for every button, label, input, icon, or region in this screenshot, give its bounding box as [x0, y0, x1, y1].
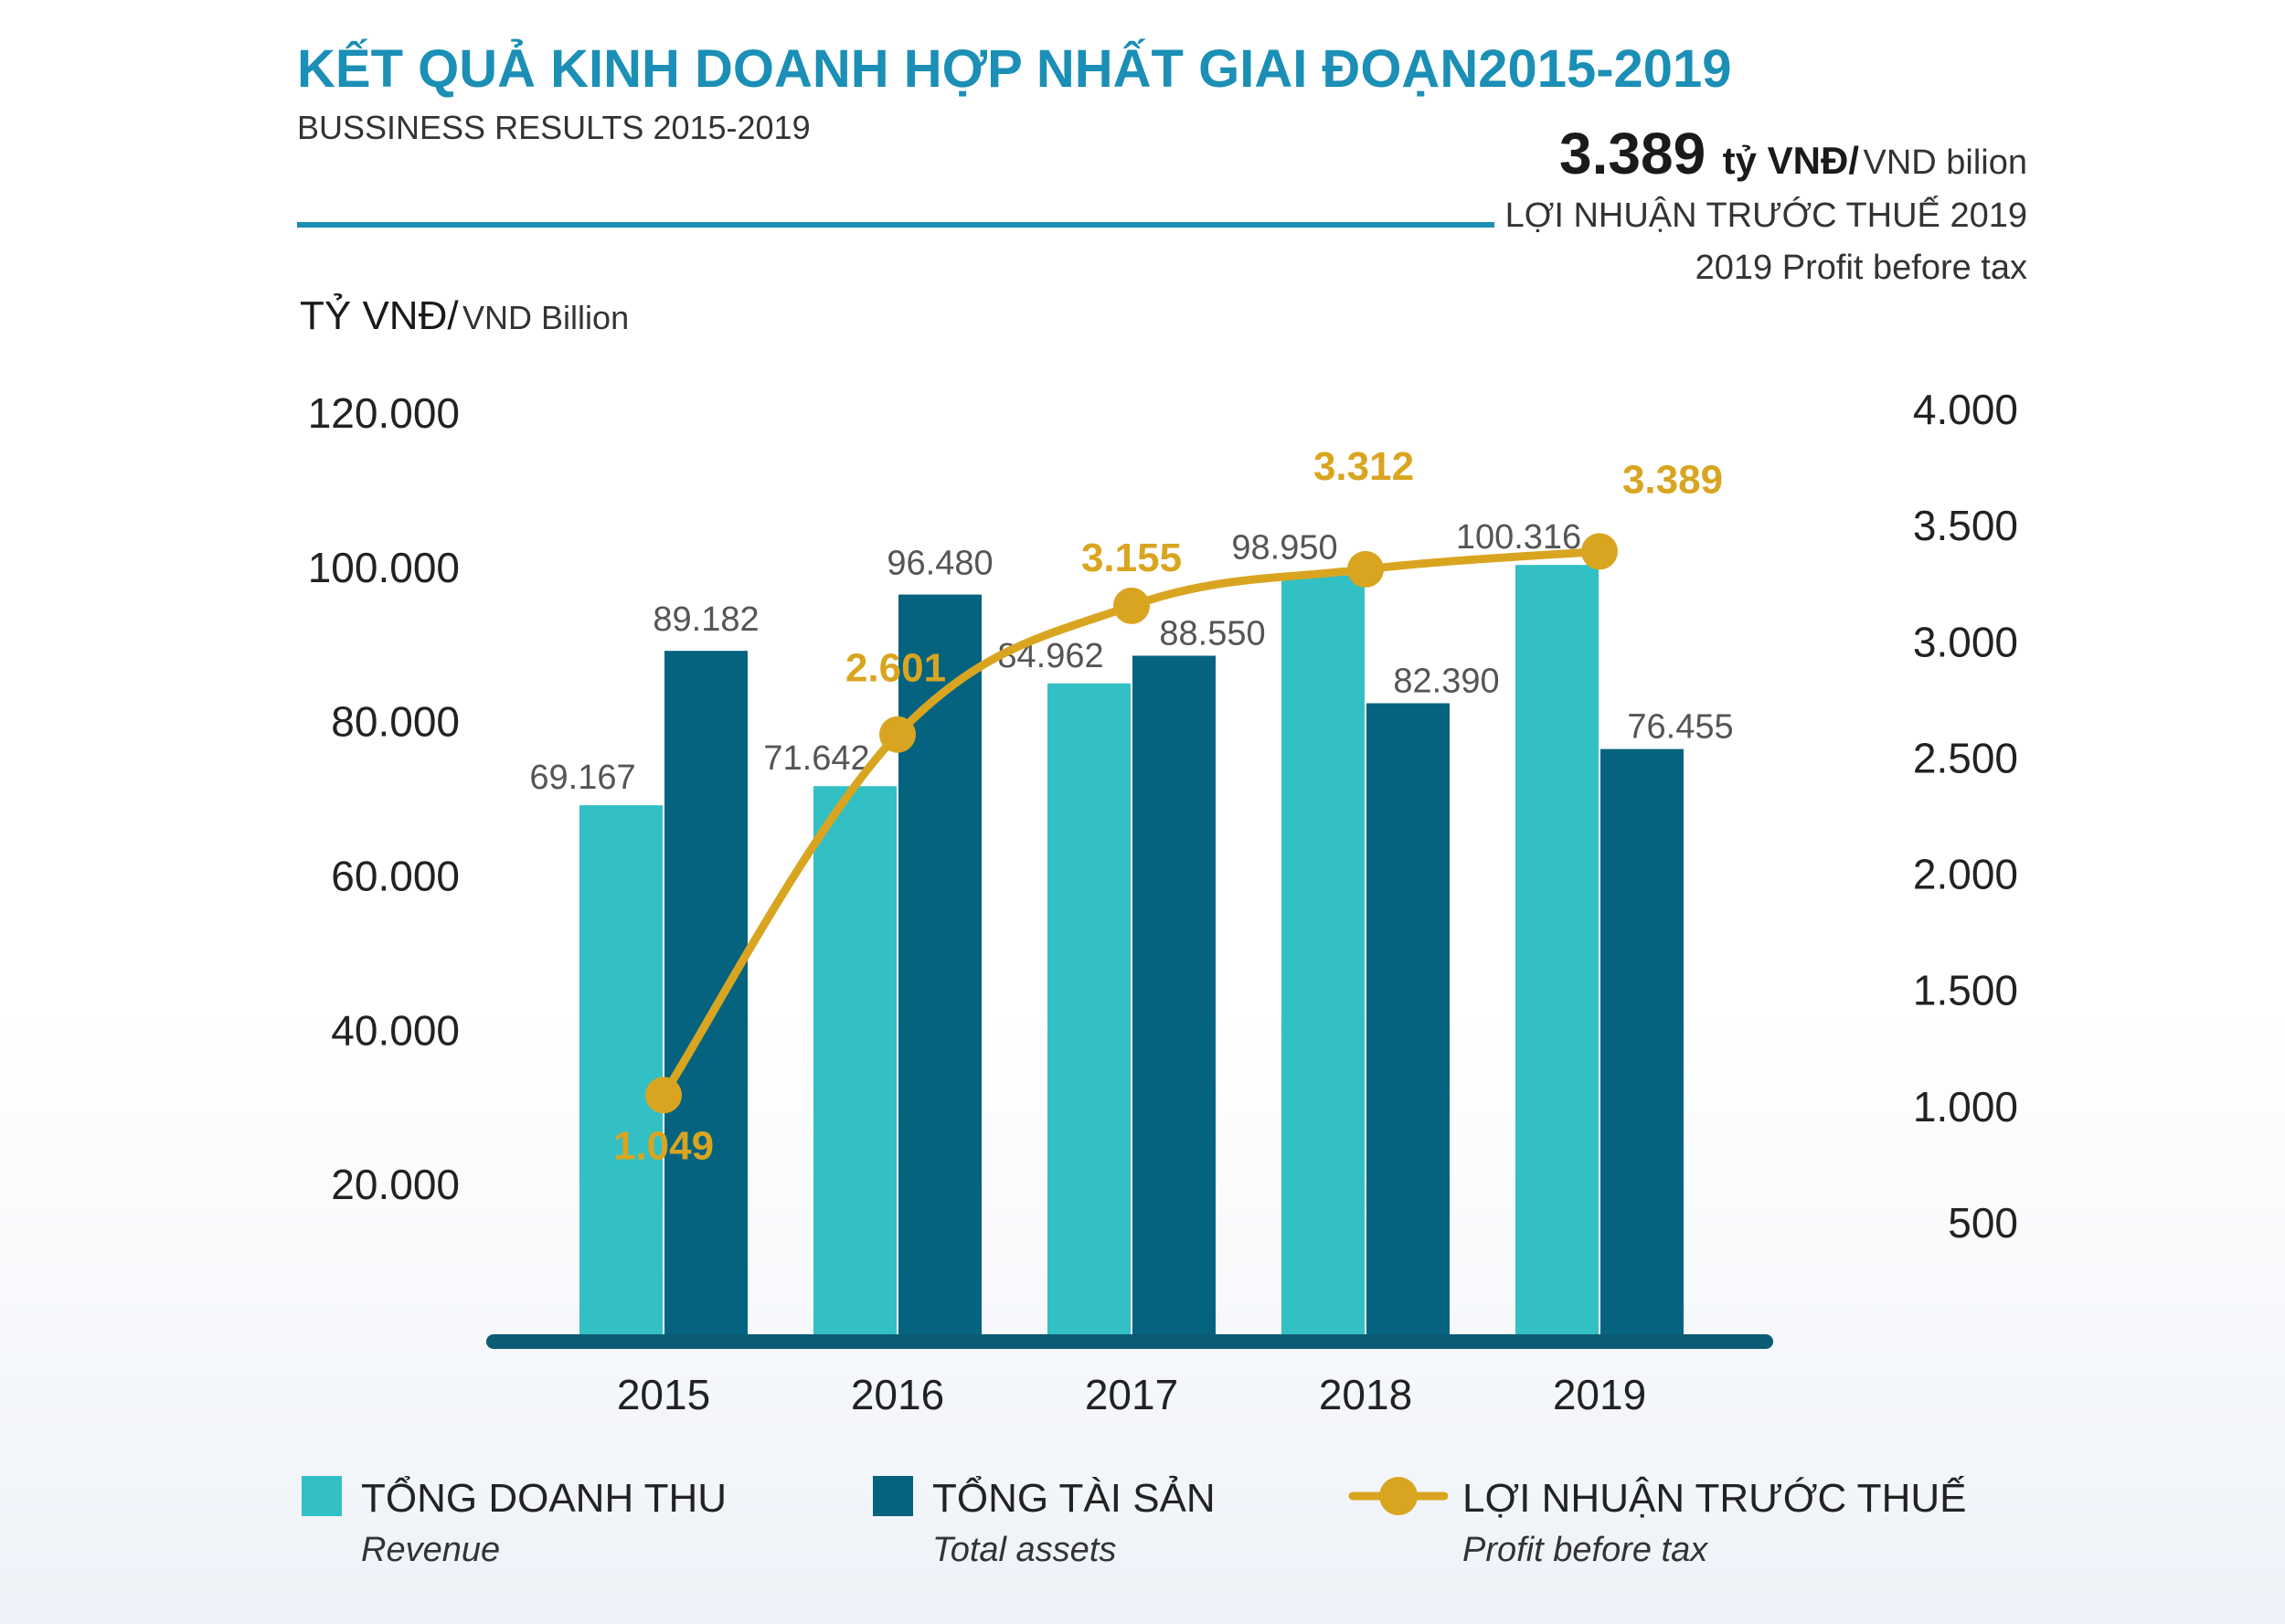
assets-bar-label: 82.390 — [1393, 662, 1499, 700]
profit-label: 2.601 — [845, 646, 946, 691]
left-axis-tick-label: 40.000 — [331, 1006, 460, 1054]
profit-marker — [879, 716, 916, 753]
right-axis-tick-label: 2.500 — [1913, 734, 2018, 781]
assets-bar — [664, 651, 748, 1339]
profit-label: 3.155 — [1081, 536, 1182, 580]
highlight-value: 3.389 — [1559, 121, 1706, 186]
profit-label: 3.312 — [1313, 444, 1414, 489]
right-axis: 500 1.000 1.500 2.000 2.500 3.000 3.500 4.000 — [1913, 386, 2018, 1247]
assets-bar-label: 96.480 — [887, 545, 993, 583]
left-axis-tick-label: 20.000 — [331, 1161, 460, 1208]
left-axis: 20.000 40.000 60.000 80.000 100.000 120.000 — [308, 389, 460, 1208]
right-axis-tick-label: 1.500 — [1913, 967, 2018, 1014]
legend-sublabel-profit: Profit before tax — [1462, 1531, 1709, 1569]
revenue-bar — [1281, 575, 1365, 1339]
highlight-label-vi: LỢI NHUẬN TRƯỚC THUẾ 2019 — [1505, 195, 2027, 235]
legend-label-assets: TỔNG TÀI SẢN — [932, 1474, 1216, 1521]
assets-bar — [1600, 748, 1684, 1339]
axis-unit-bold: TỶ VNĐ/ — [300, 292, 459, 338]
right-axis-tick-label: 4.000 — [1913, 386, 2018, 433]
left-axis-tick-label: 80.000 — [331, 698, 460, 746]
legend-label-revenue: TỔNG DOANH THU — [361, 1474, 727, 1521]
highlight-unit-bold: tỷ VNĐ/ — [1723, 139, 1860, 182]
left-axis-tick-label: 60.000 — [331, 853, 460, 900]
assets-bar-label: 88.550 — [1159, 614, 1265, 653]
bars: 69.167 89.182 71.642 96.480 84.962 88.550 98.9… — [529, 518, 1734, 1339]
right-axis-tick-label: 500 — [1948, 1199, 2018, 1247]
legend-item-assets: TỔNG TÀI SẢN Total assets — [873, 1474, 1216, 1569]
highlight-value-line: 3.389 tỷ VNĐ/ VND bilion — [1559, 121, 2027, 186]
profit-marker — [1581, 533, 1618, 570]
x-axis-tick-label: 2016 — [851, 1371, 944, 1418]
legend-swatch-revenue — [302, 1476, 342, 1516]
legend-sublabel-revenue: Revenue — [361, 1531, 500, 1569]
axis-unit-light: VND Billion — [462, 299, 629, 336]
x-axis: 2015 2016 2017 2018 2019 — [617, 1371, 1646, 1418]
revenue-bar — [813, 786, 897, 1339]
legend-item-profit: LỢI NHUẬN TRƯỚC THUẾ Profit before tax — [1348, 1475, 1966, 1569]
axis-unit-label: TỶ VNĐ/ VND Billion — [300, 292, 629, 338]
right-axis-tick-label: 3.500 — [1913, 502, 2018, 549]
revenue-bar — [1047, 683, 1131, 1339]
profit-label: 3.389 — [1622, 457, 1723, 502]
right-axis-tick-label: 2.000 — [1913, 851, 2018, 898]
profit-marker — [1347, 550, 1384, 588]
page-subtitle: BUSSINESS RESULTS 2015-2019 — [297, 109, 811, 146]
profit-line-group: 1.049 2.601 3.155 3.312 3.389 — [613, 444, 1723, 1168]
profit-line — [659, 547, 1604, 1099]
right-axis-tick-label: 3.000 — [1913, 618, 2018, 665]
assets-bar — [1132, 655, 1216, 1339]
legend-swatch-assets — [873, 1476, 913, 1516]
right-axis-tick-label: 1.000 — [1913, 1083, 2018, 1130]
assets-bar-label: 89.182 — [653, 600, 759, 639]
assets-bar — [898, 594, 982, 1339]
assets-bar — [1366, 703, 1450, 1339]
profit-marker — [1113, 587, 1150, 624]
x-axis-tick-label: 2017 — [1085, 1371, 1178, 1418]
revenue-bar-label: 69.167 — [529, 759, 635, 797]
profit-label: 1.049 — [613, 1123, 714, 1168]
page-title: KẾT QUẢ KINH DOANH HỢP NHẤT GIAI ĐOẠN201… — [297, 39, 1732, 99]
revenue-bar-label: 84.962 — [997, 637, 1103, 675]
x-axis-tick-label: 2018 — [1319, 1371, 1412, 1418]
legend-marker-profit — [1379, 1477, 1418, 1515]
legend: TỔNG DOANH THU Revenue TỔNG TÀI SẢN Tota… — [302, 1474, 1966, 1569]
revenue-bar-label: 98.950 — [1231, 529, 1337, 568]
legend-item-revenue: TỔNG DOANH THU Revenue — [302, 1474, 727, 1569]
revenue-bar — [1515, 565, 1599, 1339]
revenue-bar — [579, 805, 663, 1339]
legend-label-profit: LỢI NHUẬN TRƯỚC THUẾ — [1462, 1475, 1966, 1521]
header-rule — [297, 222, 1494, 228]
left-axis-tick-label: 100.000 — [308, 544, 460, 591]
legend-sublabel-assets: Total assets — [932, 1531, 1116, 1569]
assets-bar-label: 76.455 — [1627, 708, 1733, 747]
left-axis-tick-label: 120.000 — [308, 389, 460, 437]
revenue-bar-label: 71.642 — [763, 739, 869, 778]
profit-marker — [645, 1077, 682, 1114]
highlight-unit-light: VND bilion — [1863, 143, 2027, 182]
x-axis-tick-label: 2015 — [617, 1371, 710, 1418]
x-axis-tick-label: 2019 — [1553, 1371, 1646, 1418]
highlight-label-en: 2019 Profit before tax — [1695, 249, 2027, 287]
